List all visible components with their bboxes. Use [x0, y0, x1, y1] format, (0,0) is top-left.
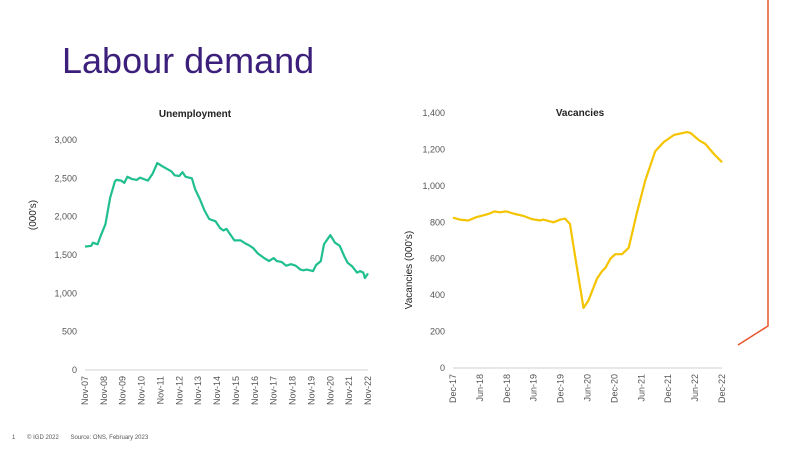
x-tick-label: Jun-22 [690, 374, 700, 402]
chart-title: Unemployment [159, 109, 232, 120]
x-tick-label: Nov-18 [288, 376, 298, 405]
page-title: Labour demand [62, 40, 315, 81]
y-tick-label: 1,000 [54, 288, 77, 298]
y-tick-label: 800 [430, 217, 445, 227]
chart-title: Vacancies [556, 108, 605, 119]
y-tick-label: 0 [72, 365, 77, 375]
y-tick-label: 1,000 [422, 181, 445, 191]
y-tick-label: 2,000 [54, 212, 77, 222]
x-tick-label: Jun-19 [529, 374, 539, 402]
x-tick-label: Nov-19 [306, 376, 316, 405]
page-number: 1 [12, 435, 16, 441]
x-tick-label: Nov-17 [269, 376, 279, 405]
x-tick-label: Dec-18 [502, 374, 512, 403]
y-tick-label: 1,400 [422, 108, 445, 118]
accent-line-decoration [737, 0, 769, 346]
series-line [84, 161, 369, 280]
footer: 1 © IGD 2022 Source: ONS, February 2023 [12, 435, 158, 441]
x-tick-label: Dec-17 [448, 374, 458, 403]
y-tick-label: 0 [440, 363, 445, 373]
x-tick-label: Dec-20 [609, 374, 619, 403]
x-tick-label: Nov-10 [137, 376, 147, 405]
y-tick-label: 1,500 [54, 250, 77, 260]
x-tick-label: Nov-21 [344, 376, 354, 405]
y-tick-label: 600 [430, 254, 445, 264]
x-tick-label: Jun-21 [636, 374, 646, 402]
x-tick-label: Nov-20 [325, 376, 335, 405]
y-tick-label: 1,200 [422, 144, 445, 154]
y-axis-label: (000's) [28, 200, 39, 230]
series-line [452, 131, 723, 309]
copyright: © IGD 2022 [27, 435, 59, 441]
x-tick-label: Nov-11 [155, 376, 165, 404]
unemployment-chart: Unemployment (000's) 0 500 1,000 1,500 2,000 2,… [28, 109, 373, 405]
y-axis-label: Vacancies (000's) [404, 231, 415, 309]
x-tick-label: Nov-15 [231, 376, 241, 405]
x-tick-label: Nov-14 [212, 376, 222, 405]
y-tick-label: 500 [62, 327, 77, 337]
x-tick-label: Nov-13 [193, 376, 203, 405]
x-tick-label: Nov-16 [250, 376, 260, 405]
x-tick-label: Jun-18 [475, 374, 485, 402]
y-tick-label: 400 [430, 290, 445, 300]
x-tick-label: Nov-12 [174, 376, 184, 405]
x-tick-label: Nov-07 [80, 376, 90, 405]
y-tick-label: 2,500 [54, 173, 77, 183]
x-tick-label: Jun-20 [583, 374, 593, 402]
x-tick-label: Nov-09 [118, 376, 128, 405]
x-tick-label: Nov-08 [99, 376, 109, 405]
x-tick-label: Dec-22 [717, 374, 727, 403]
y-tick-label: 3,000 [54, 135, 77, 145]
y-tick-label: 200 [430, 327, 445, 337]
x-tick-label: Nov-22 [363, 376, 373, 405]
x-tick-label: Dec-19 [556, 374, 566, 403]
vacancies-chart: Vacancies Vacancies (000's) 0 200 400 600 800 1… [404, 108, 727, 403]
x-tick-label: Dec-21 [663, 374, 673, 403]
source-note: Source: ONS, February 2023 [70, 435, 149, 441]
